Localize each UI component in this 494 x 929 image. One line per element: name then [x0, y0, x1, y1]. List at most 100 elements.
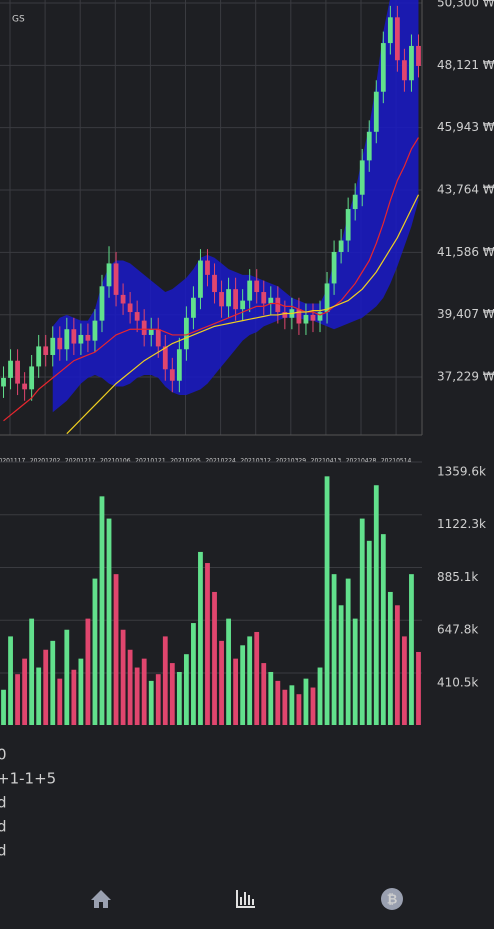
volume-bar [282, 689, 288, 725]
volume-bar [78, 658, 84, 725]
volume-bar [380, 534, 386, 725]
candle-body [155, 329, 161, 347]
volume-bar [92, 578, 98, 725]
volume-bar [71, 669, 77, 725]
volume-bar [1, 689, 6, 725]
candle-body [57, 337, 63, 350]
y-tick-label: 50,300 ₩ [437, 0, 494, 10]
volume-bar [36, 667, 42, 725]
home-shape[interactable] [91, 890, 111, 908]
volume-bar [366, 540, 372, 725]
candle-body [338, 240, 344, 252]
volume-bar [373, 485, 379, 725]
candle-body [106, 263, 112, 287]
info-line: d [0, 842, 7, 860]
info-line: 0 [0, 746, 7, 764]
volume-bar [409, 574, 414, 725]
volume-tick-label: 1359.6k [437, 464, 486, 478]
candle-body [15, 360, 20, 384]
volume-bar [310, 687, 316, 725]
candle-body [36, 346, 42, 367]
volume-bar [169, 663, 175, 725]
volume-bar [162, 636, 168, 725]
candle-body [416, 45, 421, 66]
coin-symbol[interactable]: ₿ [387, 893, 398, 908]
y-tick-label: 48,121 ₩ [437, 58, 494, 72]
candle-body [261, 292, 267, 304]
chart-bar[interactable] [252, 899, 254, 905]
candle-body [310, 314, 316, 321]
x-tick-label: 20210106 [100, 458, 131, 465]
x-tick-label: 20210224 [205, 458, 236, 465]
candle-body [169, 369, 175, 381]
candle-body [247, 280, 253, 301]
volume-bar [219, 640, 224, 725]
chart-bar[interactable] [248, 895, 250, 905]
candle-body [127, 303, 133, 313]
candle-body [1, 377, 6, 387]
volume-bar [338, 605, 344, 725]
candle-body [303, 314, 309, 324]
volume-bar [134, 667, 140, 725]
candle-body [29, 366, 35, 390]
candle-body [282, 312, 288, 318]
chart-bar[interactable] [240, 897, 242, 905]
info-line: d [0, 794, 7, 812]
y-tick-label: 41,586 ₩ [437, 245, 494, 259]
y-tick-label: 45,943 ₩ [437, 120, 494, 134]
volume-bar [205, 563, 210, 725]
candle-body [402, 60, 407, 81]
candle-body [324, 283, 330, 313]
bitcoin-icon[interactable]: ₿ [381, 888, 403, 910]
volume-tick-label: 1122.3k [437, 517, 486, 531]
volume-bar [394, 605, 400, 725]
info-line: +1-1+5 [0, 770, 56, 788]
moving-average-short [3, 137, 419, 422]
candle-body [373, 91, 379, 132]
candle-body [268, 297, 274, 304]
chart-axes[interactable] [236, 890, 255, 908]
candle-body [226, 289, 231, 307]
volume-tick-label: 647.8k [437, 623, 478, 637]
volume-bar [289, 685, 295, 725]
volume-bar [324, 476, 330, 725]
volume-tick-label: 885.1k [437, 570, 478, 584]
volume-bar [402, 636, 407, 725]
x-tick-label: 20210514 [381, 458, 412, 465]
y-tick-label: 37,229 ₩ [437, 370, 494, 384]
volume-bar [416, 651, 421, 725]
volume-bar [233, 658, 239, 725]
candle-body [64, 329, 70, 350]
volume-bar [99, 496, 105, 725]
candle-body [71, 329, 77, 344]
volume-bar [141, 658, 147, 725]
moving-average-long [66, 194, 420, 435]
coin[interactable] [381, 888, 403, 910]
candle-body [50, 337, 56, 355]
volume-bar [261, 663, 267, 725]
home-icon[interactable] [91, 890, 111, 908]
candle-body [183, 317, 189, 350]
price-chart [0, 0, 422, 435]
chart-icon[interactable] [236, 890, 255, 908]
candle-body [205, 260, 210, 275]
candle-body [85, 334, 91, 341]
x-tick-label: 20210121 [135, 458, 166, 465]
volume-bar [85, 618, 91, 725]
volume-bar [183, 654, 189, 725]
candle-body [22, 383, 28, 390]
candle-body [148, 329, 154, 335]
volume-bar [296, 694, 302, 725]
volume-bar [254, 631, 260, 725]
chart-bar[interactable] [244, 892, 246, 905]
candle-body [394, 17, 400, 61]
volume-bar [155, 674, 161, 725]
x-tick-label: 20201117 [0, 458, 25, 465]
candle-body [380, 43, 386, 92]
candle-body [43, 346, 49, 355]
candle-body [92, 320, 98, 341]
candle-body [254, 280, 260, 293]
volume-bar [268, 671, 274, 725]
candle-body [275, 297, 281, 313]
candle-body [162, 346, 168, 370]
